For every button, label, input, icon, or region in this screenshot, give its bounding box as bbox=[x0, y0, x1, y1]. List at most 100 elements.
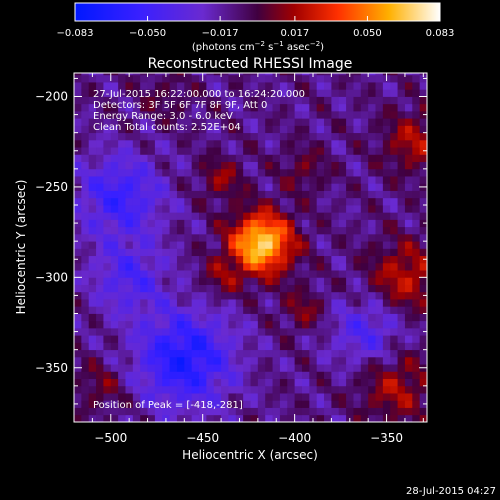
heatmap-cell bbox=[346, 154, 354, 162]
heatmap-cell bbox=[257, 248, 266, 257]
heatmap-cell bbox=[125, 371, 134, 379]
heatmap-cell bbox=[397, 89, 406, 97]
heatmap-cell bbox=[154, 197, 163, 206]
heatmap-cell bbox=[125, 385, 134, 394]
heatmap-cell bbox=[353, 132, 362, 141]
heatmap-cell bbox=[265, 82, 273, 90]
heatmap-cell bbox=[397, 103, 406, 112]
heatmap-cell bbox=[228, 139, 237, 148]
heatmap-cell bbox=[88, 176, 97, 184]
heatmap-cell bbox=[169, 284, 178, 293]
heatmap-cell bbox=[191, 255, 200, 264]
heatmap-cell bbox=[419, 96, 427, 105]
heatmap-cell bbox=[103, 393, 112, 401]
heatmap-cell bbox=[309, 132, 318, 141]
heatmap-cell bbox=[154, 255, 163, 264]
heatmap-cell bbox=[88, 103, 97, 112]
heatmap-cell bbox=[176, 385, 185, 394]
heatmap-cell bbox=[176, 335, 185, 343]
heatmap-cell bbox=[169, 299, 178, 307]
heatmap-cell bbox=[353, 176, 362, 184]
heatmap-cell bbox=[353, 197, 362, 206]
heatmap-cell bbox=[287, 176, 296, 184]
heatmap-cell bbox=[81, 400, 90, 408]
heatmap-cell bbox=[360, 241, 369, 249]
heatmap-cell bbox=[74, 132, 82, 141]
heatmap-cell bbox=[235, 89, 244, 97]
heatmap-cell bbox=[324, 212, 332, 220]
heatmap-cell bbox=[346, 226, 354, 235]
heatmap-cell bbox=[382, 400, 391, 408]
heatmap-cell bbox=[118, 96, 126, 105]
heatmap-cell bbox=[118, 371, 126, 379]
heatmap-cell bbox=[375, 414, 384, 422]
heatmap-cell bbox=[169, 73, 178, 76]
heatmap-cell bbox=[382, 125, 391, 134]
heatmap-cell bbox=[250, 118, 259, 126]
heatmap-cell bbox=[412, 233, 421, 242]
heatmap-cell bbox=[162, 212, 170, 220]
heatmap-cell bbox=[132, 255, 141, 264]
heatmap-cell bbox=[176, 154, 185, 162]
heatmap-cell bbox=[397, 176, 406, 184]
heatmap-cell bbox=[331, 74, 340, 83]
heatmap-cell bbox=[257, 154, 266, 162]
heatmap-cell bbox=[140, 139, 148, 148]
heatmap-cell bbox=[316, 183, 325, 191]
heatmap-cell bbox=[368, 226, 376, 235]
heatmap-cell bbox=[96, 291, 104, 300]
heatmap-cell bbox=[324, 262, 332, 271]
heatmap-cell bbox=[279, 313, 288, 322]
heatmap-cell bbox=[301, 306, 310, 314]
heatmap-cell bbox=[360, 414, 369, 422]
heatmap-cell bbox=[213, 103, 222, 112]
heatmap-cell bbox=[419, 385, 427, 394]
heatmap-cell bbox=[154, 393, 163, 401]
heatmap-cell bbox=[213, 291, 222, 300]
heatmap-cell bbox=[287, 183, 296, 191]
heatmap-cell bbox=[221, 306, 229, 314]
heatmap-cell bbox=[118, 139, 126, 148]
heatmap-cell bbox=[235, 226, 244, 235]
heatmap-cell bbox=[265, 277, 273, 285]
heatmap-cell bbox=[154, 320, 163, 329]
heatmap-cell bbox=[294, 400, 303, 408]
heatmap-cell bbox=[110, 414, 119, 422]
heatmap-cell bbox=[346, 364, 354, 372]
heatmap-cell bbox=[110, 364, 119, 372]
heatmap-cell bbox=[235, 385, 244, 394]
heatmap-cell bbox=[74, 356, 82, 365]
heatmap-cell bbox=[412, 96, 421, 105]
heatmap-cell bbox=[272, 219, 281, 228]
heatmap-cell bbox=[162, 118, 170, 126]
heatmap-cell bbox=[243, 132, 251, 141]
heatmap-cell bbox=[397, 82, 406, 90]
heatmap-cell bbox=[184, 342, 193, 351]
heatmap-cell bbox=[243, 262, 251, 271]
heatmap-cell bbox=[110, 176, 119, 184]
heatmap-cell bbox=[176, 89, 185, 97]
heatmap-cell bbox=[184, 205, 193, 213]
heatmap-cell bbox=[147, 284, 156, 293]
heatmap-cell bbox=[154, 284, 163, 293]
heatmap-cell bbox=[221, 284, 229, 293]
heatmap-cell bbox=[199, 219, 207, 228]
heatmap-cell bbox=[206, 154, 215, 162]
heatmap-cell bbox=[338, 73, 347, 76]
heatmap-cell bbox=[140, 284, 148, 293]
heatmap-cell bbox=[287, 306, 296, 314]
heatmap-cell bbox=[184, 313, 193, 322]
heatmap-cell bbox=[346, 82, 354, 90]
heatmap-cell bbox=[272, 103, 281, 112]
heatmap-cell bbox=[118, 154, 126, 162]
heatmap-cell bbox=[228, 74, 237, 83]
heatmap-cell bbox=[103, 226, 112, 235]
heatmap-cell bbox=[228, 313, 237, 322]
heatmap-cell bbox=[81, 154, 90, 162]
heatmap-cell bbox=[140, 96, 148, 105]
heatmap-cell bbox=[309, 168, 318, 177]
heatmap-cell bbox=[324, 205, 332, 213]
heatmap-cell bbox=[353, 306, 362, 314]
heatmap-cell bbox=[199, 400, 207, 408]
heatmap-cell bbox=[316, 262, 325, 271]
